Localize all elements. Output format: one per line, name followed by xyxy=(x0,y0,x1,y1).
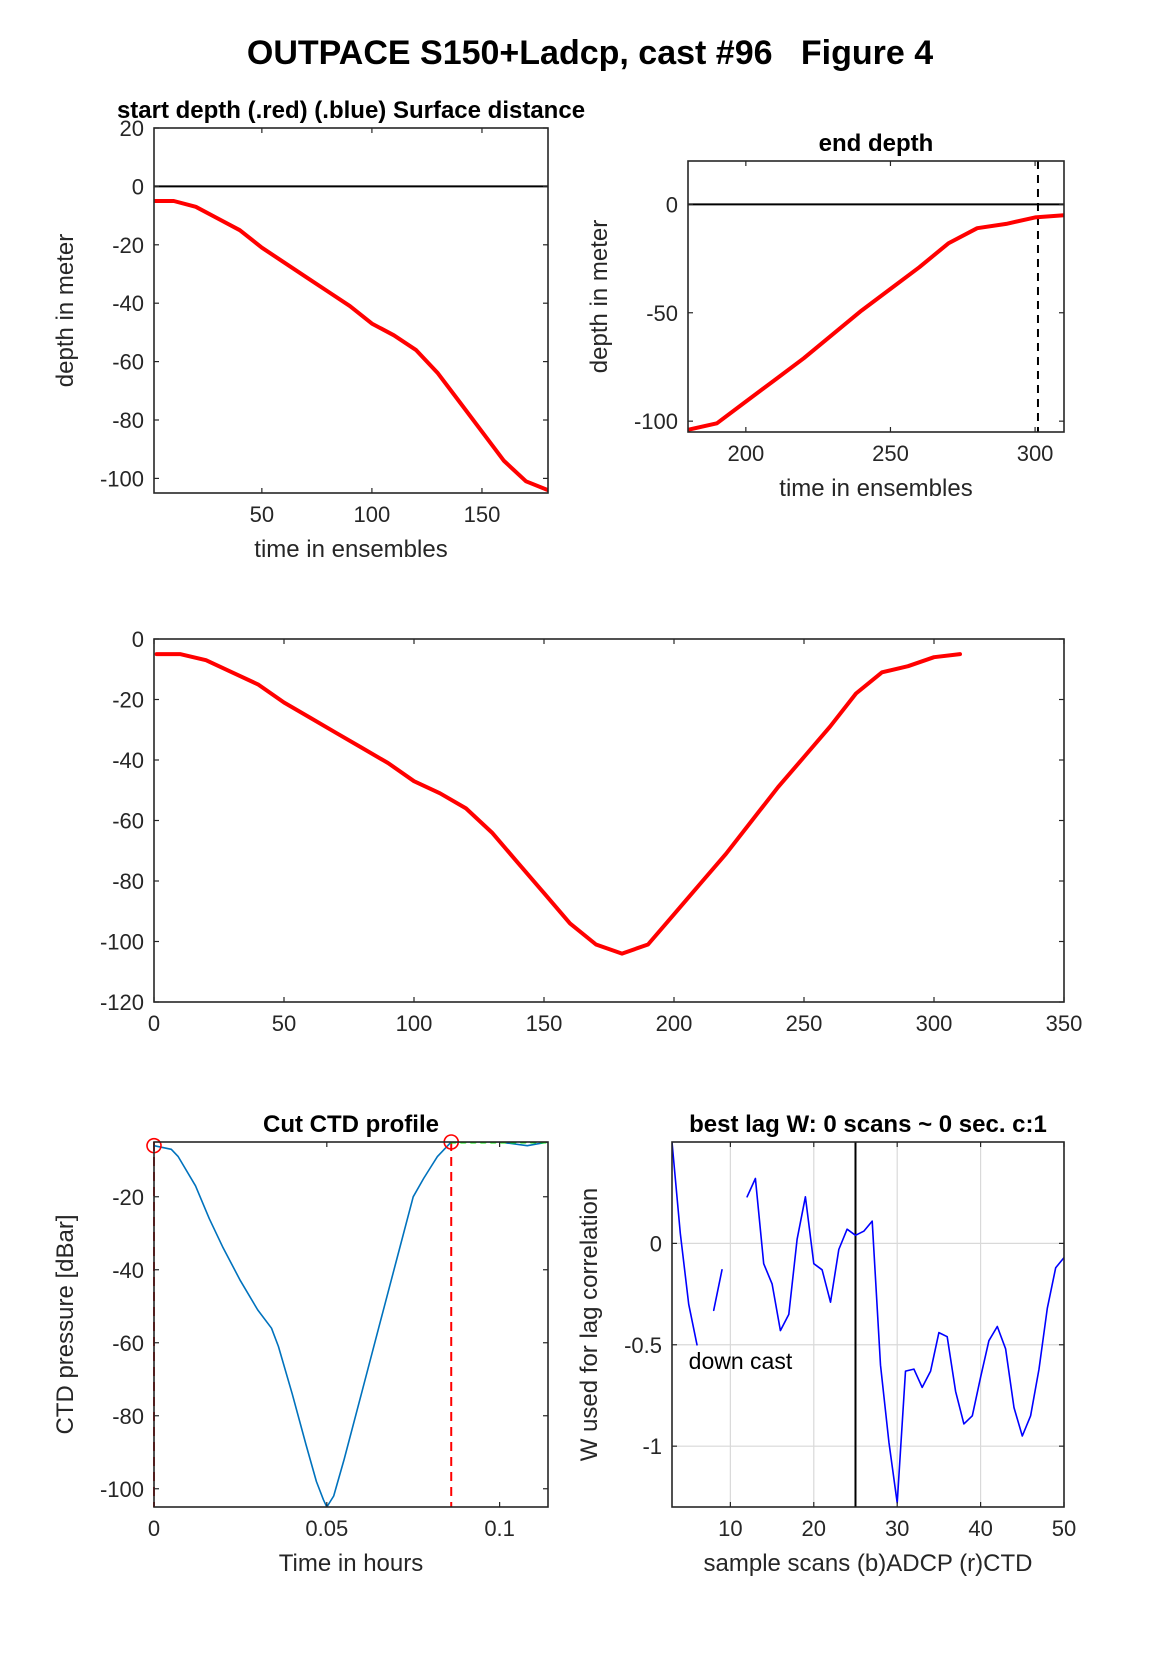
y-tick-label: -20 xyxy=(112,233,144,258)
series-group xyxy=(672,1142,1064,1504)
full-depth-plot: 0 50 100 150 200 250 300 350 0 -20 -40 -60 -80 -100 -1… xyxy=(100,627,1082,1036)
x-tick-label: 100 xyxy=(354,502,391,527)
end-depth-plot: 200 250 300 0 -50 -100 end depth time in ensemb… xyxy=(586,130,1065,502)
y-tick-label: -1 xyxy=(642,1434,662,1459)
x-axis-label: Time in hours xyxy=(279,1550,424,1577)
plot-title: end depth xyxy=(819,130,934,157)
down-cast-annotation: down cast xyxy=(689,1348,793,1374)
x-axis-label: sample scans (b)ADCP (r)CTD xyxy=(704,1550,1033,1577)
y-tick-label: -100 xyxy=(100,1477,144,1502)
y-axis-label: CTD pressure [dBar] xyxy=(52,1214,79,1434)
y-tick-label: -120 xyxy=(100,990,144,1015)
x-tick-label: 100 xyxy=(396,1011,433,1036)
y-tick-label: -80 xyxy=(112,408,144,433)
x-tick-label: 20 xyxy=(802,1516,826,1541)
y-tick-label: -100 xyxy=(634,409,678,434)
y-tick-label: -0.5 xyxy=(624,1333,662,1358)
plot-title: start depth (.red) (.blue) Surface dista… xyxy=(117,97,585,124)
y-tick-label: -80 xyxy=(112,869,144,894)
y-axis-label: depth in meter xyxy=(52,234,79,387)
y-tick-label: -100 xyxy=(100,466,144,491)
x-tick-label: 30 xyxy=(885,1516,909,1541)
series-line xyxy=(712,1269,723,1312)
x-tick-label: 300 xyxy=(1017,441,1054,466)
y-tick-label: 0 xyxy=(650,1231,662,1256)
series-group xyxy=(154,199,548,493)
y-tick-label: -50 xyxy=(646,301,678,326)
y-tick-label: -40 xyxy=(112,748,144,773)
x-tick-label: 300 xyxy=(916,1011,953,1036)
axes-box xyxy=(153,1141,549,1508)
best-lag-plot: 10 20 30 40 50 0 -0.5 -1 best lag W: 0 scans ~ 0… xyxy=(576,1111,1076,1577)
y-tick-label: 0 xyxy=(132,627,144,652)
series-line xyxy=(154,1142,453,1507)
plot-title: best lag W: 0 scans ~ 0 sec. c:1 xyxy=(689,1111,1047,1138)
x-tick-label: 200 xyxy=(656,1011,693,1036)
x-tick-label: 50 xyxy=(272,1011,296,1036)
x-axis-label: time in ensembles xyxy=(254,536,447,563)
series-line xyxy=(450,1142,548,1147)
cut-ctd-profile-plot: 0 0.05 0.1 -20 -40 -60 -80 -100 Cut CTD profile T… xyxy=(52,1111,549,1577)
x-tick-label: 150 xyxy=(526,1011,563,1036)
y-tick-label: -60 xyxy=(112,1331,144,1356)
x-tick-label: 250 xyxy=(872,441,909,466)
y-tick-label: -20 xyxy=(112,688,144,713)
x-tick-label: 0.05 xyxy=(305,1516,348,1541)
y-tick-label: -40 xyxy=(112,291,144,316)
axes-box xyxy=(671,1141,1065,1508)
series-line xyxy=(746,1177,1064,1504)
y-axis-label: depth in meter xyxy=(586,220,613,373)
plot-title: Cut CTD profile xyxy=(263,1111,439,1138)
series-line xyxy=(672,1142,698,1346)
series-group xyxy=(154,1142,548,1507)
series-group xyxy=(154,652,962,956)
y-tick-label: -100 xyxy=(100,930,144,955)
y-tick-label: 0 xyxy=(132,174,144,199)
axes-box xyxy=(687,160,1065,433)
y-tick-label: 20 xyxy=(120,116,144,141)
x-tick-label: 50 xyxy=(1052,1516,1076,1541)
x-axis-label: time in ensembles xyxy=(779,475,972,502)
x-tick-label: 350 xyxy=(1046,1011,1083,1036)
x-tick-label: 0.1 xyxy=(484,1516,515,1541)
figure-title: OUTPACE S150+Ladcp, cast #96 Figure 4 xyxy=(247,34,933,72)
series-line xyxy=(688,213,1064,432)
y-tick-label: -80 xyxy=(112,1404,144,1429)
x-tick-label: 10 xyxy=(718,1516,742,1541)
x-tick-label: 40 xyxy=(968,1516,992,1541)
y-axis-label: W used for lag correlation xyxy=(576,1188,603,1461)
x-tick-label: 0 xyxy=(148,1516,160,1541)
x-tick-label: 250 xyxy=(786,1011,823,1036)
x-tick-label: 0 xyxy=(148,1011,160,1036)
y-tick-label: -60 xyxy=(112,809,144,834)
series-line xyxy=(154,199,548,493)
y-tick-label: 0 xyxy=(666,192,678,217)
y-tick-label: -20 xyxy=(112,1185,144,1210)
series-line xyxy=(154,652,962,956)
y-tick-label: -40 xyxy=(112,1258,144,1283)
x-tick-label: 150 xyxy=(464,502,501,527)
axes-box xyxy=(153,127,549,494)
y-tick-label: -60 xyxy=(112,350,144,375)
x-tick-label: 50 xyxy=(250,502,274,527)
x-tick-label: 200 xyxy=(727,441,764,466)
series-group xyxy=(688,213,1064,432)
